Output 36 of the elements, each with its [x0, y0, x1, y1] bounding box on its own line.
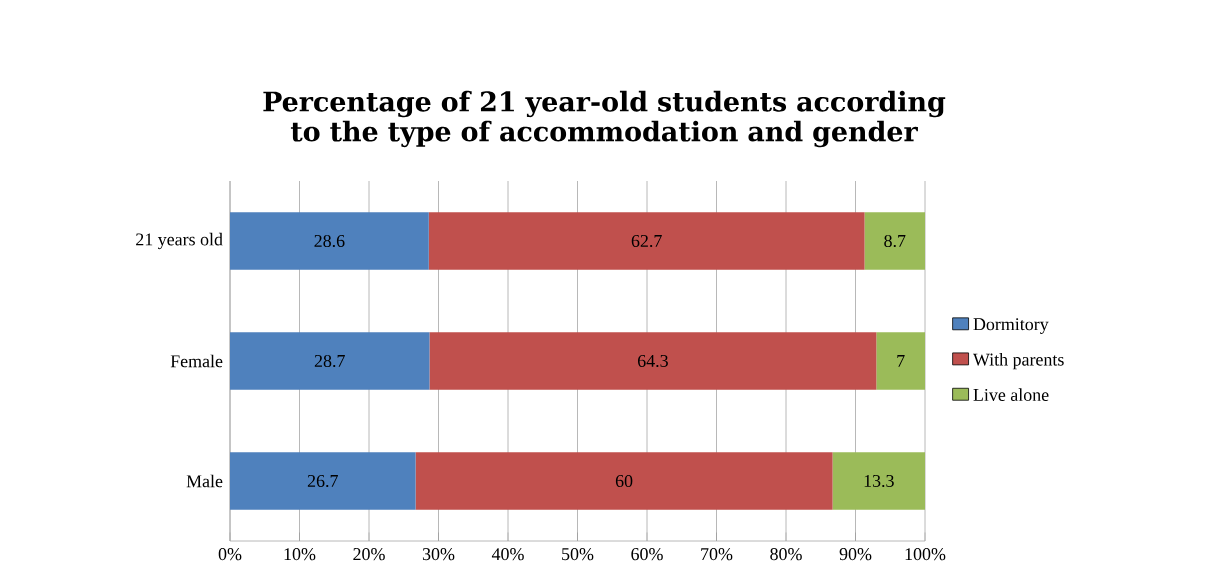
x-tick-label: 30%	[422, 548, 455, 561]
x-tick-label: 20%	[353, 548, 385, 561]
y-tick-label: Female	[170, 354, 223, 368]
data-label: 7	[897, 355, 905, 367]
chart-title: Percentage of 21 year-old students according to the type of accommodation and gender	[263, 90, 946, 148]
bar	[876, 332, 926, 390]
bar	[832, 452, 926, 510]
y-tick-label: Male	[186, 474, 223, 488]
bar	[429, 332, 877, 390]
y-tick-label: 21 years old	[136, 232, 223, 250]
x-tick-label: 90%	[839, 548, 872, 561]
x-tick-label: 0%	[218, 548, 242, 561]
x-tick-label: 50%	[562, 548, 594, 561]
data-label: 62.7	[631, 234, 662, 248]
x-tick-label: 70%	[701, 548, 733, 561]
bar	[230, 452, 416, 510]
legend-label: Dormitory	[973, 318, 1049, 334]
bar	[230, 332, 430, 390]
data-label: 64.3	[638, 354, 668, 368]
legend-label: Live alone	[973, 388, 1049, 401]
bar	[428, 212, 865, 270]
bar	[415, 452, 833, 510]
data-label: 13.3	[864, 474, 894, 488]
data-label: 8.7	[884, 234, 906, 248]
data-label: 26.7	[307, 474, 338, 488]
data-label: 28.7	[314, 354, 345, 368]
x-tick-label: 10%	[284, 548, 316, 561]
data-label: 60	[615, 474, 633, 488]
bar	[864, 212, 926, 270]
x-tick-label: 40%	[491, 548, 524, 561]
data-label: 28.6	[314, 234, 345, 248]
x-tick-label: 100%	[905, 548, 946, 561]
bar	[230, 212, 429, 270]
legend-label: With parents	[972, 353, 1064, 370]
x-tick-label: 80%	[770, 548, 802, 561]
x-tick-label: 60%	[631, 548, 663, 561]
